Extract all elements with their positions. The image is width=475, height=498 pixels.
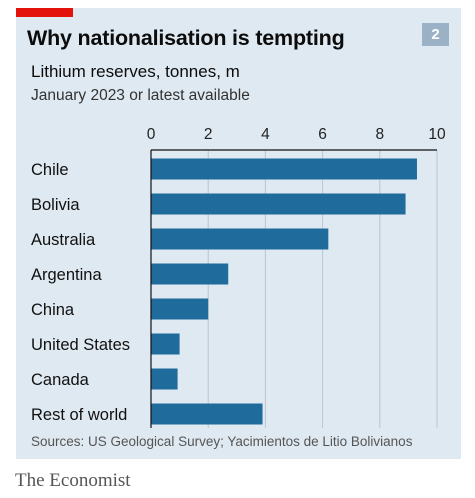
x-tick-label: 4 xyxy=(261,126,270,143)
chart-subtitle: Lithium reserves, tonnes, m xyxy=(31,62,240,81)
x-tick-label: 6 xyxy=(318,126,327,143)
x-tick-label: 2 xyxy=(204,126,213,143)
bar xyxy=(151,403,263,425)
chart-title: Why nationalisation is tempting xyxy=(27,26,345,50)
chart-number-badge: 2 xyxy=(422,23,449,46)
category-label: Australia xyxy=(31,231,96,249)
chart-date-note: January 2023 or latest available xyxy=(31,87,250,104)
bar xyxy=(151,158,417,180)
bar xyxy=(151,228,329,250)
bar xyxy=(151,263,229,285)
x-tick-label: 0 xyxy=(147,126,156,143)
category-label: Argentina xyxy=(31,266,102,284)
x-tick-label: 8 xyxy=(375,126,384,143)
bar xyxy=(151,298,209,320)
category-label: China xyxy=(31,301,75,319)
bar xyxy=(151,368,178,390)
source-note: Sources: US Geological Survey; Yacimient… xyxy=(31,434,413,449)
category-label: Bolivia xyxy=(31,196,80,214)
category-label: Chile xyxy=(31,161,69,179)
brand-red-tag xyxy=(16,8,73,17)
bar xyxy=(151,333,180,355)
category-label: Rest of world xyxy=(31,406,127,424)
publisher-wordmark: The Economist xyxy=(15,470,131,491)
category-label: United States xyxy=(31,336,130,354)
category-label: Canada xyxy=(31,371,90,389)
x-tick-label: 10 xyxy=(428,126,446,143)
bar xyxy=(151,193,406,215)
